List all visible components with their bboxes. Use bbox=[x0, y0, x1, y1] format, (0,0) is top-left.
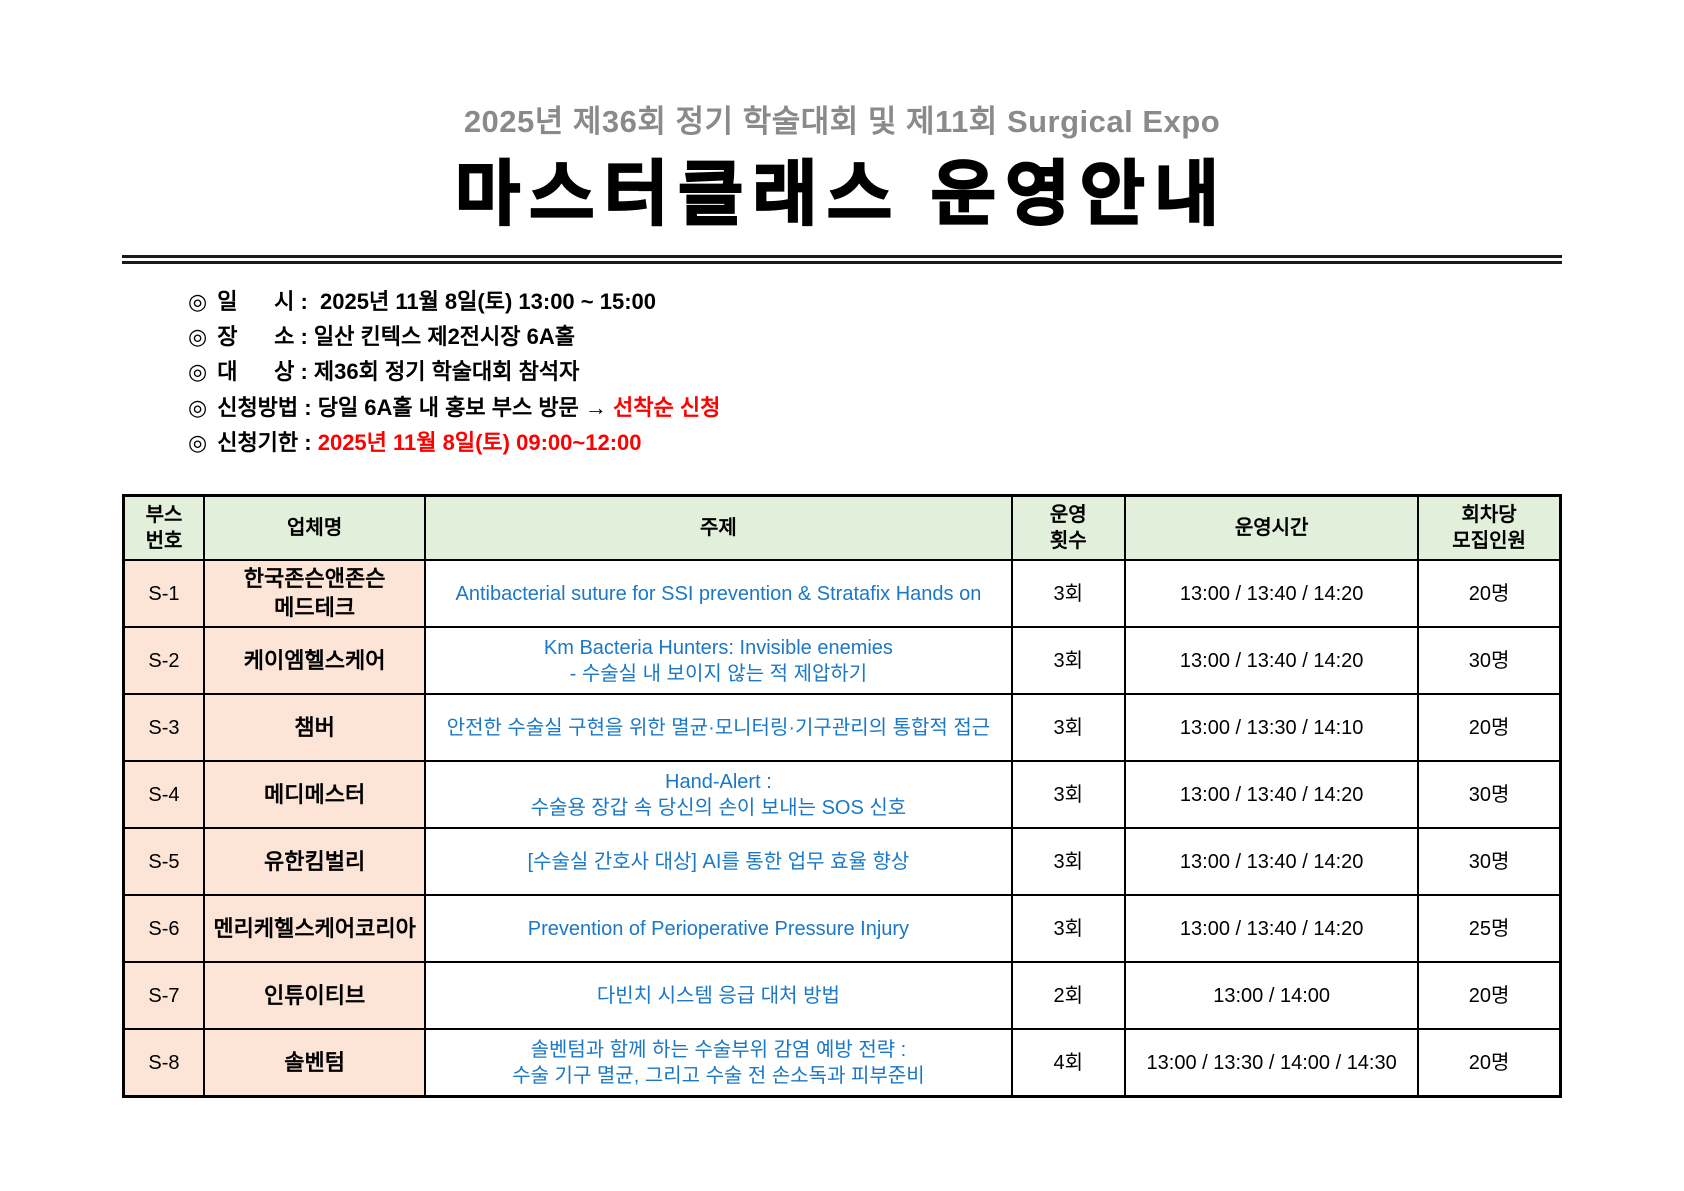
cell-session-times: 13:00 / 14:00 bbox=[1124, 961, 1420, 1031]
header-topic: 주제 bbox=[424, 494, 1013, 562]
cell-booth-number: S-2 bbox=[122, 626, 205, 696]
info-item: ◎ 일 시 : 2025년 11월 8일(토) 13:00 ~ 15:00 bbox=[188, 286, 1562, 317]
cell-session-times: 13:00 / 13:30 / 14:10 bbox=[1124, 693, 1420, 763]
header-capacity: 회차당 모집인원 bbox=[1417, 494, 1562, 562]
cell-session-times: 13:00 / 13:40 / 14:20 bbox=[1124, 559, 1420, 629]
table-row: S-8 솔벤텀 솔벤텀과 함께 하는 수술부위 감염 예방 전략 : 수술 기구… bbox=[122, 1028, 1562, 1098]
cell-booth-number: S-8 bbox=[122, 1028, 205, 1098]
info-text: 장 소 : 일산 킨텍스 제2전시장 6A홀 bbox=[217, 324, 576, 350]
cell-session-count: 2회 bbox=[1010, 961, 1127, 1031]
title-divider bbox=[122, 255, 1562, 264]
cell-topic: Prevention of Perioperative Pressure Inj… bbox=[424, 894, 1013, 964]
table-row: S-7 인튜이티브 다빈치 시스템 응급 대처 방법 2회 13:00 / 14… bbox=[122, 961, 1562, 1031]
info-item: ◎ 신청방법 : 당일 6A홀 내 홍보 부스 방문 → 선착순 신청 bbox=[188, 392, 1562, 423]
info-text: 신청방법 : 당일 6A홀 내 홍보 부스 방문 → bbox=[217, 394, 614, 420]
cell-session-count: 3회 bbox=[1010, 760, 1127, 830]
cell-capacity: 20명 bbox=[1417, 559, 1562, 629]
event-subtitle: 2025년 제36회 정기 학술대회 및 제11회 Surgical Expo bbox=[463, 104, 1221, 139]
cell-booth-number: S-6 bbox=[122, 894, 205, 964]
cell-topic: 솔벤텀과 함께 하는 수술부위 감염 예방 전략 : 수술 기구 멸균, 그리고… bbox=[424, 1028, 1013, 1098]
cell-topic: Antibacterial suture for SSI prevention … bbox=[424, 559, 1013, 629]
cell-session-times: 13:00 / 13:40 / 14:20 bbox=[1124, 626, 1420, 696]
cell-company-name: 유한킴벌리 bbox=[202, 827, 427, 897]
cell-company-name: 챔버 bbox=[202, 693, 427, 763]
table-row: S-5 유한킴벌리 [수술실 간호사 대상] AI를 통한 업무 효율 향상 3… bbox=[122, 827, 1562, 897]
cell-capacity: 20명 bbox=[1417, 961, 1562, 1031]
cell-topic: 안전한 수술실 구현을 위한 멸균·모니터링·기구관리의 통합적 접근 bbox=[424, 693, 1013, 763]
bullet-icon: ◎ bbox=[188, 324, 208, 350]
info-item: ◎ 장 소 : 일산 킨텍스 제2전시장 6A홀 bbox=[188, 321, 1562, 352]
cell-topic: [수술실 간호사 대상] AI를 통한 업무 효율 향상 bbox=[424, 827, 1013, 897]
cell-capacity: 30명 bbox=[1417, 827, 1562, 897]
bullet-icon: ◎ bbox=[188, 359, 208, 385]
cell-session-times: 13:00 / 13:40 / 14:20 bbox=[1124, 894, 1420, 964]
cell-capacity: 25명 bbox=[1417, 894, 1562, 964]
info-text-highlight: 2025년 11월 8일(토) 09:00~12:00 bbox=[317, 429, 642, 455]
cell-capacity: 20명 bbox=[1417, 693, 1562, 763]
cell-company-name: 한국존슨앤존슨 메드테크 bbox=[202, 559, 427, 629]
cell-session-count: 4회 bbox=[1010, 1028, 1127, 1098]
info-list: ◎ 일 시 : 2025년 11월 8일(토) 13:00 ~ 15:00 ◎ 장 … bbox=[188, 286, 1562, 458]
cell-company-name: 인튜이티브 bbox=[202, 961, 427, 1031]
cell-session-count: 3회 bbox=[1010, 626, 1127, 696]
bullet-icon: ◎ bbox=[188, 394, 208, 420]
cell-topic: Hand-Alert : 수술용 장갑 속 당신의 손이 보내는 SOS 신호 bbox=[424, 760, 1013, 830]
cell-booth-number: S-3 bbox=[122, 693, 205, 763]
cell-booth-number: S-7 bbox=[122, 961, 205, 1031]
cell-capacity: 30명 bbox=[1417, 626, 1562, 696]
info-text: 신청기한 : bbox=[217, 429, 318, 455]
cell-topic: Km Bacteria Hunters: Invisible enemies -… bbox=[424, 626, 1013, 696]
cell-booth-number: S-1 bbox=[122, 559, 205, 629]
cell-session-count: 3회 bbox=[1010, 827, 1127, 897]
cell-company-name: 메디메스터 bbox=[202, 760, 427, 830]
header-session-count: 운영 횟수 bbox=[1010, 494, 1127, 562]
cell-booth-number: S-5 bbox=[122, 827, 205, 897]
table-row: S-1 한국존슨앤존슨 메드테크 Antibacterial suture fo… bbox=[122, 559, 1562, 629]
info-item: ◎ 신청기한 : 2025년 11월 8일(토) 09:00~12:00 bbox=[188, 427, 1562, 458]
masterclass-table: 부스 번호 업체명 주제 운영 횟수 운영시간 회차당 모집인원 S-1 한국존… bbox=[122, 494, 1562, 1099]
table-row: S-4 메디메스터 Hand-Alert : 수술용 장갑 속 당신의 손이 보… bbox=[122, 760, 1562, 830]
cell-company-name: 케이엠헬스케어 bbox=[202, 626, 427, 696]
table-body: S-1 한국존슨앤존슨 메드테크 Antibacterial suture fo… bbox=[122, 559, 1562, 1098]
cell-session-count: 3회 bbox=[1010, 693, 1127, 763]
info-text-highlight: 선착순 신청 bbox=[613, 394, 721, 420]
header-booth-number: 부스 번호 bbox=[122, 494, 205, 562]
cell-topic: 다빈치 시스템 응급 대처 방법 bbox=[424, 961, 1013, 1031]
info-text: 대 상 : 제36회 정기 학술대회 참석자 bbox=[217, 359, 580, 385]
cell-session-times: 13:00 / 13:40 / 14:20 bbox=[1124, 827, 1420, 897]
cell-company-name: 솔벤텀 bbox=[202, 1028, 427, 1098]
table-header-row: 부스 번호 업체명 주제 운영 횟수 운영시간 회차당 모집인원 bbox=[122, 494, 1562, 562]
page-title: 마스터클래스 운영안내 bbox=[454, 155, 1229, 233]
cell-session-count: 3회 bbox=[1010, 559, 1127, 629]
cell-capacity: 20명 bbox=[1417, 1028, 1562, 1098]
header-company-name: 업체명 bbox=[202, 494, 427, 562]
cell-capacity: 30명 bbox=[1417, 760, 1562, 830]
table-row: S-6 멘리케헬스케어코리아 Prevention of Perioperati… bbox=[122, 894, 1562, 964]
cell-session-times: 13:00 / 13:30 / 14:00 / 14:30 bbox=[1124, 1028, 1420, 1098]
bullet-icon: ◎ bbox=[188, 289, 208, 314]
cell-session-count: 3회 bbox=[1010, 894, 1127, 964]
info-text: 일 시 : 2025년 11월 8일(토) 13:00 ~ 15:00 bbox=[217, 289, 657, 314]
header-session-times: 운영시간 bbox=[1124, 494, 1420, 562]
cell-session-times: 13:00 / 13:40 / 14:20 bbox=[1124, 760, 1420, 830]
info-item: ◎ 대 상 : 제36회 정기 학술대회 참석자 bbox=[188, 356, 1562, 387]
cell-booth-number: S-4 bbox=[122, 760, 205, 830]
table-row: S-2 케이엠헬스케어 Km Bacteria Hunters: Invisib… bbox=[122, 626, 1562, 696]
cell-company-name: 멘리케헬스케어코리아 bbox=[202, 894, 427, 964]
bullet-icon: ◎ bbox=[188, 429, 208, 455]
table-row: S-3 챔버 안전한 수술실 구현을 위한 멸균·모니터링·기구관리의 통합적 … bbox=[122, 693, 1562, 763]
notice-page: 2025년 제36회 정기 학술대회 및 제11회 Surgical Expo … bbox=[122, 104, 1562, 1099]
